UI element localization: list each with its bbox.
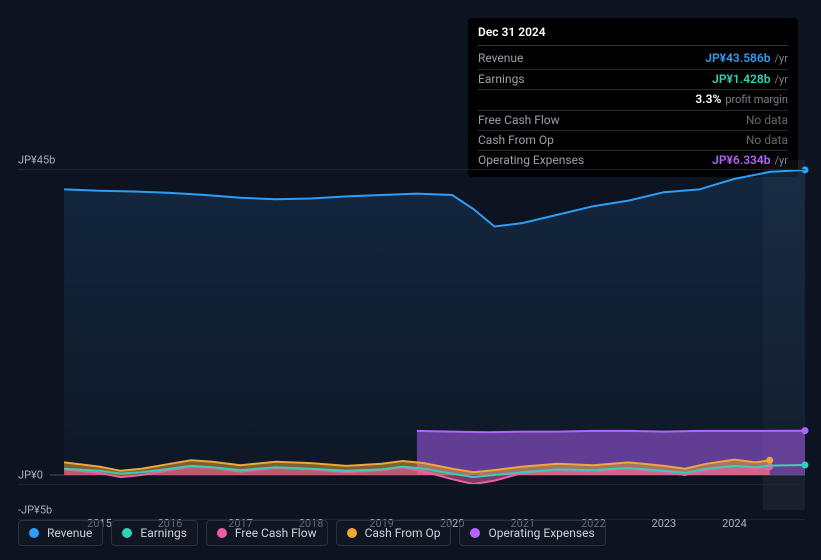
legend-label: Operating Expenses bbox=[488, 526, 594, 540]
series-end-marker-opex bbox=[802, 427, 809, 434]
x-axis-tick: 2023 bbox=[652, 517, 677, 530]
tooltip-row: Free Cash Flow No data bbox=[478, 111, 788, 131]
tooltip-row-nodata: No data bbox=[746, 132, 788, 149]
chart-area[interactable]: JP¥45bJP¥0-JP¥5b201520162017201820192020… bbox=[18, 160, 805, 510]
series-end-marker-earnings bbox=[802, 462, 809, 469]
legend-label: Cash From Op bbox=[365, 526, 441, 540]
y-axis-tick: -JP¥5b bbox=[18, 504, 52, 517]
legend-item-opex[interactable]: Operating Expenses bbox=[459, 520, 605, 546]
gridline bbox=[18, 484, 805, 485]
tooltip-extra-value: 3.3% bbox=[695, 91, 721, 108]
legend-item-earnings[interactable]: Earnings bbox=[111, 520, 198, 546]
legend-swatch bbox=[347, 528, 357, 538]
tooltip-row: 3.3%profit margin bbox=[478, 90, 788, 110]
tooltip-row-unit: /yr bbox=[775, 72, 788, 88]
tooltip-row-label: Revenue bbox=[478, 50, 523, 67]
legend-label: Revenue bbox=[47, 526, 92, 540]
legend-label: Earnings bbox=[140, 526, 187, 540]
legend-swatch bbox=[122, 528, 132, 538]
legend-item-revenue[interactable]: Revenue bbox=[18, 520, 103, 546]
legend-item-cashop[interactable]: Cash From Op bbox=[336, 520, 452, 546]
y-axis-tick: JP¥0 bbox=[18, 469, 43, 482]
x-axis-tick: 2024 bbox=[722, 517, 747, 530]
gridline bbox=[18, 169, 805, 170]
tooltip-row-value: JP¥43.586b bbox=[705, 50, 770, 67]
legend-swatch bbox=[470, 528, 480, 538]
tooltip-row-value: JP¥1.428b bbox=[712, 71, 770, 88]
series-end-marker-cashop bbox=[766, 457, 773, 464]
tooltip-row: Cash From Op No data bbox=[478, 131, 788, 151]
tooltip-row: Earnings JP¥1.428b/yr bbox=[478, 70, 788, 90]
chart-legend: Revenue Earnings Free Cash Flow Cash From O… bbox=[18, 520, 606, 546]
legend-swatch bbox=[217, 528, 227, 538]
series-area-revenue bbox=[64, 170, 805, 475]
chart-tooltip: Dec 31 2024 RevenueJP¥43.586b/yrEarnings… bbox=[468, 18, 798, 177]
tooltip-row: Revenue JP¥43.586b/yr bbox=[478, 49, 788, 69]
tooltip-row-nodata: No data bbox=[746, 112, 788, 129]
legend-label: Free Cash Flow bbox=[235, 526, 317, 540]
legend-item-fcf[interactable]: Free Cash Flow bbox=[206, 520, 328, 546]
tooltip-row-label: Cash From Op bbox=[478, 132, 554, 149]
tooltip-date: Dec 31 2024 bbox=[478, 24, 788, 46]
tooltip-row-label: Earnings bbox=[478, 71, 525, 88]
tooltip-row-label: Free Cash Flow bbox=[478, 112, 560, 129]
legend-swatch bbox=[29, 528, 39, 538]
y-axis-tick: JP¥45b bbox=[18, 154, 55, 167]
tooltip-extra-label: profit margin bbox=[725, 92, 788, 108]
tooltip-row-unit: /yr bbox=[775, 51, 788, 67]
